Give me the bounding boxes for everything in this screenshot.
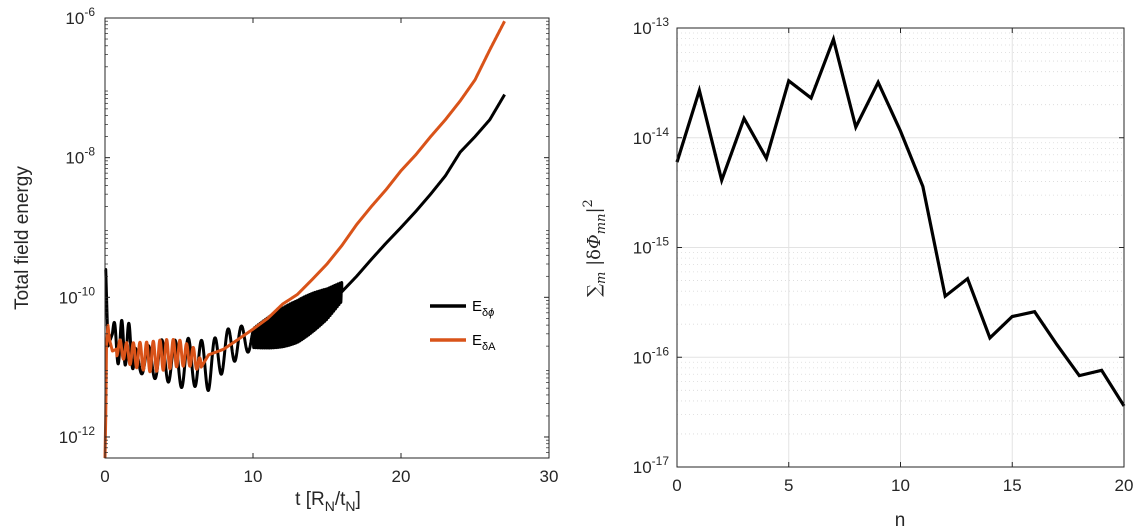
right-x-axis-label: n	[895, 510, 906, 531]
series-line-e-da	[103, 19, 507, 459]
left-tick-layer: 0 10 20 30 10-12 10-10 10-8 10-6	[59, 5, 559, 486]
left-y-tick-label: 10-10	[59, 284, 96, 307]
right-x-tick-label: 20	[1115, 476, 1134, 495]
right-tick-layer: 0 5 10 15 20 10-17 10-16 10-15 10-14 10-13	[633, 15, 1134, 495]
left-x-tick-label: 30	[540, 467, 559, 486]
right-grid-layer	[676, 27, 1125, 468]
right-y-tick-label: 10-15	[633, 235, 670, 258]
left-y-tick-label: 10-12	[59, 424, 96, 447]
right-x-tick-label: 10	[891, 476, 910, 495]
left-y-axis-label: Total field energy	[12, 166, 33, 310]
right-x-tick-label: 15	[1003, 476, 1022, 495]
right-y-axis-label: ∑m |δΦmn|2	[581, 199, 609, 297]
left-x-tick-label: 0	[100, 467, 109, 486]
legend-label-e-dphi: Eδϕ	[472, 298, 494, 319]
left-legend: Eδϕ EδA	[430, 298, 496, 353]
left-x-tick-label: 20	[392, 467, 411, 486]
right-y-tick-label: 10-17	[633, 454, 670, 477]
left-chart: 0 10 20 30 10-12 10-10 10-8 10-6 Total field en…	[12, 5, 558, 514]
right-chart: 0 5 10 15 20 10-17 10-16 10-15 10-14 10-13 n ∑m |…	[581, 15, 1133, 531]
legend-label-e-da: EδA	[472, 332, 496, 353]
left-plot-box	[104, 17, 550, 459]
left-y-tick-label: 10-8	[65, 145, 95, 168]
right-x-tick-label: 5	[784, 476, 793, 495]
left-x-axis-label: t [RN/tN]	[295, 489, 361, 514]
right-y-tick-label: 10-13	[633, 15, 670, 38]
right-y-tick-label: 10-16	[633, 344, 670, 367]
left-x-tick-label: 10	[244, 467, 263, 486]
left-series-layer	[103, 19, 507, 459]
left-y-tick-label: 10-6	[65, 5, 95, 28]
right-y-tick-label: 10-14	[633, 125, 670, 148]
right-x-tick-label: 0	[672, 476, 681, 495]
